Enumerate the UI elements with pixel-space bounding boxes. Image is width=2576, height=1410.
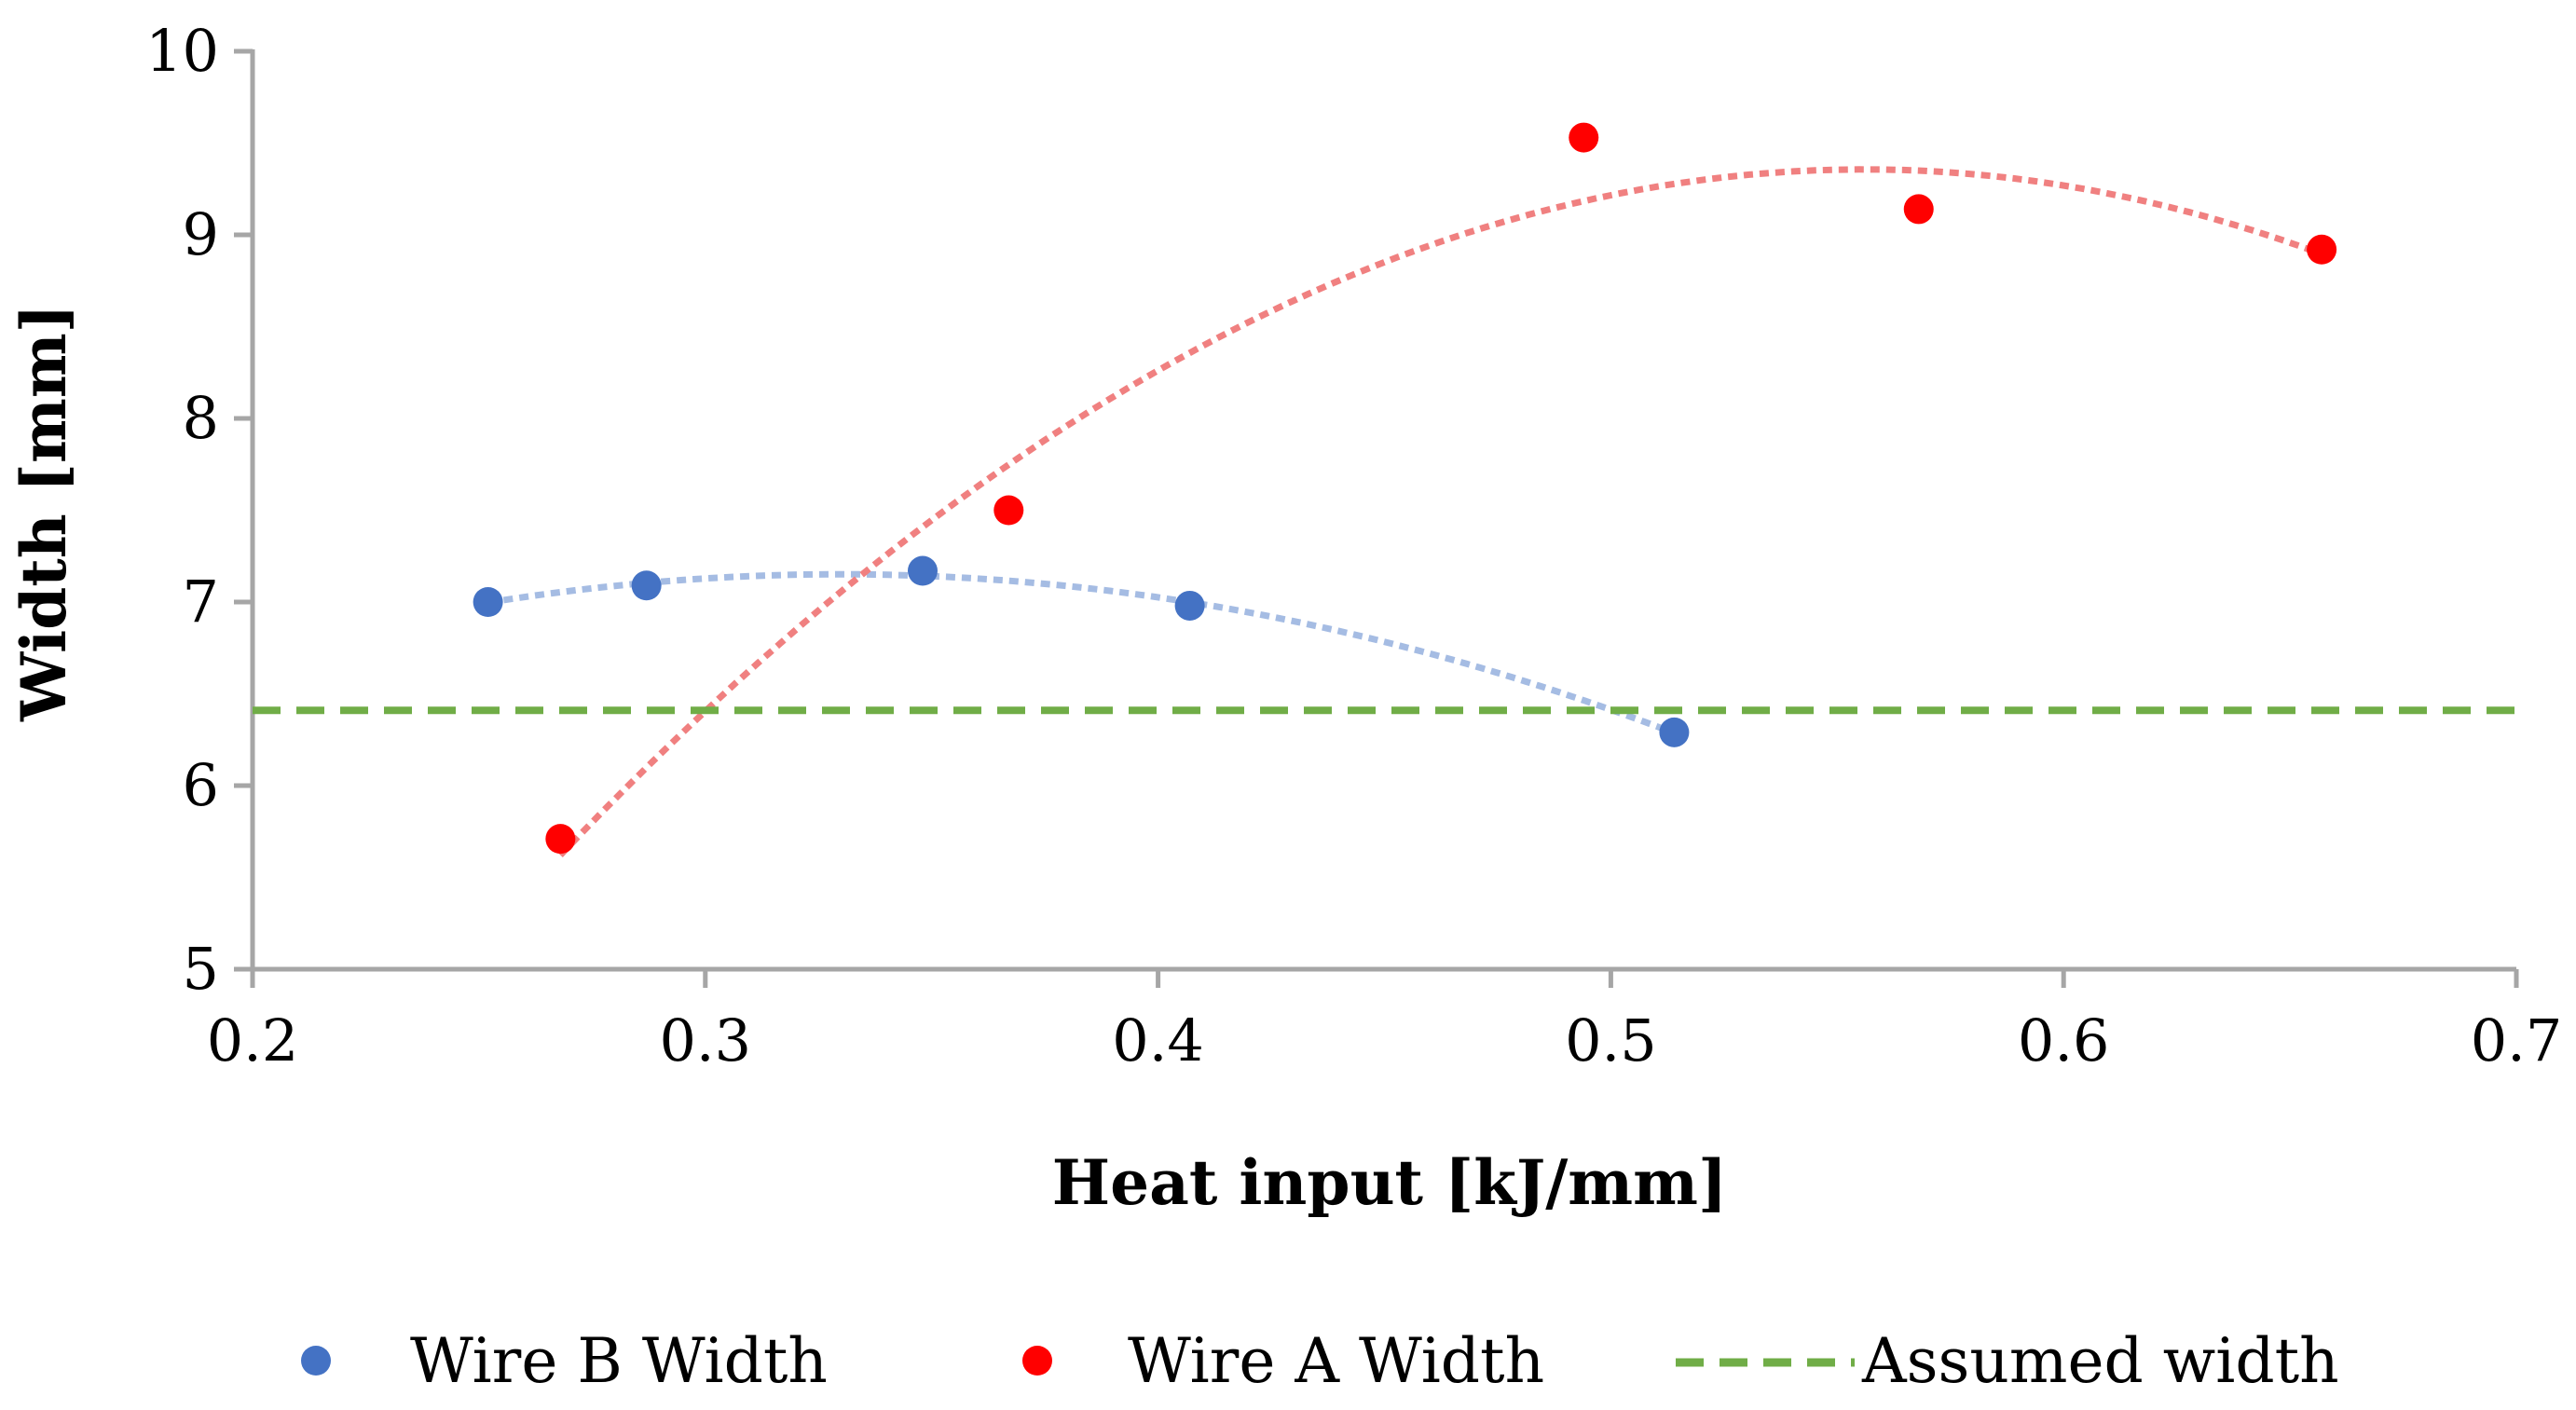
x-tick-label: 0.3: [659, 1006, 751, 1075]
y-tick-label: 5: [183, 935, 219, 1003]
data-points: [473, 122, 2337, 855]
y-tick-label: 10: [145, 17, 219, 85]
legend-marker-wire-a: [1022, 1346, 1052, 1376]
wire-b-width-point: [631, 570, 662, 601]
legend-label-wire-b: Wire B Width: [410, 1325, 828, 1397]
wire-a-width-point: [993, 495, 1024, 526]
wire-a-width-trendline: [557, 166, 2323, 858]
y-axis-title: Width [mm]: [7, 304, 80, 722]
y-tick-label: 7: [183, 568, 219, 636]
trendlines: [487, 166, 2323, 858]
axes: [234, 48, 2519, 988]
wire-a-width-point: [1903, 194, 1934, 225]
legend-item-wire-b: Wire B Width: [301, 1325, 828, 1397]
wire-b-width-point: [907, 555, 938, 586]
y-tick-label: 9: [183, 200, 219, 268]
x-tick-label: 0.2: [207, 1006, 299, 1075]
legend-label-wire-a: Wire A Width: [1128, 1325, 1544, 1397]
wire-a-width-point: [2307, 234, 2337, 265]
y-tick-label: 6: [183, 751, 219, 819]
wire-b-width-point: [473, 587, 503, 617]
wire-a-width-point: [1569, 122, 1599, 153]
wire-b-width-trendline: [487, 570, 1676, 736]
x-tick-label: 0.6: [2018, 1006, 2110, 1075]
legend-item-wire-a: Wire A Width: [1022, 1325, 1544, 1397]
x-tick-label: 0.4: [1112, 1006, 1204, 1075]
wire-a-width-point: [545, 824, 576, 855]
legend-label-assumed-width: Assumed width: [1861, 1325, 2339, 1397]
x-axis-title: Heat input [kJ/mm]: [1052, 1146, 1727, 1219]
y-tick-label: 8: [183, 384, 219, 452]
tick-labels: 5 6 7 8 9 10 0.2 0.3 0.4 0.5 0.6 0.7: [145, 17, 2562, 1075]
x-tick-label: 0.5: [1565, 1006, 1657, 1075]
legend: Wire B Width Wire A Width Assumed width: [301, 1325, 2339, 1397]
wire-b-width-point: [1174, 590, 1205, 621]
x-tick-label: 0.7: [2471, 1006, 2563, 1075]
legend-item-assumed-width: Assumed width: [1676, 1325, 2339, 1397]
wire-b-width-point: [1659, 717, 1690, 747]
legend-marker-wire-b: [301, 1346, 331, 1376]
